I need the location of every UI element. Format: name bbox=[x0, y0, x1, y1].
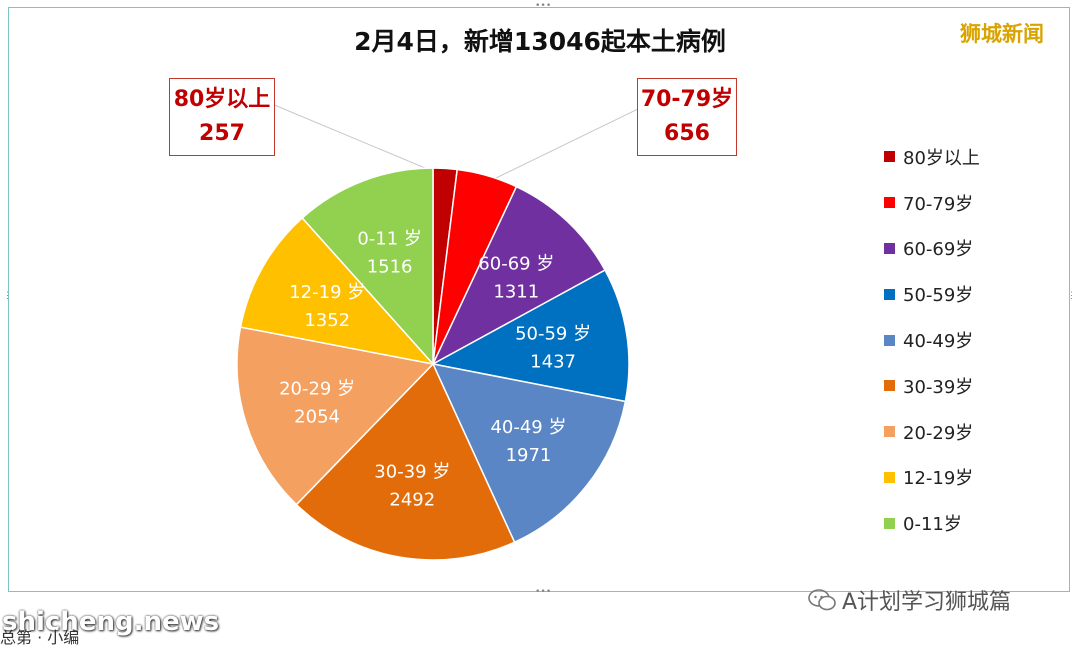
resize-handle-right[interactable]: ⋮ bbox=[1067, 291, 1076, 301]
wechat-watermark: A计划学习狮城篇 bbox=[808, 584, 1011, 616]
slice-label-5: 30-39 岁 bbox=[374, 462, 450, 483]
callout-leader-1 bbox=[485, 107, 641, 184]
pie-slice-5 bbox=[295, 362, 516, 561]
legend-swatch-7 bbox=[884, 471, 895, 483]
callout-70-79-value: 656 bbox=[664, 121, 710, 146]
slice-value-5: 2492 bbox=[389, 490, 435, 511]
resize-handle-top[interactable]: ••• bbox=[535, 1, 552, 11]
legend-item-1: 70-79岁 bbox=[884, 180, 980, 226]
legend-label-0: 80岁以上 bbox=[903, 147, 980, 169]
slice-value-8: 1516 bbox=[367, 256, 413, 277]
legend-label-6: 20-29岁 bbox=[903, 422, 974, 444]
slice-label-8: 0-11 岁 bbox=[357, 228, 422, 249]
slice-label-3: 50-59 岁 bbox=[515, 323, 591, 344]
legend-item-8: 0-11岁 bbox=[884, 500, 980, 546]
legend-label-8: 0-11岁 bbox=[903, 514, 962, 536]
slice-value-6: 2054 bbox=[294, 407, 340, 428]
site-watermark: shicheng.news bbox=[2, 607, 220, 637]
callout-70-79-label: 70-79岁 bbox=[640, 87, 734, 112]
footer-sublabel: 总第 · 小编 bbox=[0, 628, 80, 647]
legend-swatch-3 bbox=[884, 288, 895, 300]
legend-item-0: 80岁以上 bbox=[884, 134, 980, 180]
legend-label-4: 40-49岁 bbox=[903, 331, 974, 353]
slice-label-7: 12-19 岁 bbox=[289, 282, 365, 303]
pie-slice-7 bbox=[239, 216, 436, 366]
resize-handle-left[interactable]: ⋮ bbox=[3, 291, 12, 301]
legend-item-3: 50-59岁 bbox=[884, 271, 980, 317]
legend-label-3: 50-59岁 bbox=[903, 285, 974, 307]
slice-label-6: 20-29 岁 bbox=[279, 379, 355, 400]
legend-label-7: 12-19岁 bbox=[903, 468, 974, 490]
slice-label-2: 60-69 岁 bbox=[478, 254, 554, 275]
wechat-account-name: A计划学习狮城篇 bbox=[842, 590, 1012, 615]
chart-title: 2月4日，新增13046起本土病例 bbox=[354, 27, 726, 56]
pie-slice-6 bbox=[236, 326, 435, 506]
chart-legend: 80岁以上 70-79岁 60-69岁 50-59岁 40-49岁 30-39岁 20-29… bbox=[884, 134, 980, 546]
legend-swatch-1 bbox=[884, 197, 895, 209]
legend-item-4: 40-49岁 bbox=[884, 317, 980, 363]
resize-handle-bottom[interactable]: ••• bbox=[535, 587, 552, 597]
legend-item-5: 30-39岁 bbox=[884, 363, 980, 409]
pie-slice-2 bbox=[431, 185, 607, 366]
wechat-icon bbox=[808, 589, 836, 611]
legend-swatch-6 bbox=[884, 426, 895, 438]
slice-value-2: 1311 bbox=[493, 282, 539, 303]
legend-swatch-4 bbox=[884, 334, 895, 346]
slice-label-4: 40-49 岁 bbox=[490, 417, 566, 438]
legend-item-2: 60-69岁 bbox=[884, 226, 980, 272]
callout-80-plus-label: 80岁以上 bbox=[173, 87, 271, 112]
pie-slice-3 bbox=[430, 269, 630, 403]
callout-leader-0 bbox=[271, 103, 445, 177]
callout-70-79: 70-79岁 656 bbox=[637, 78, 737, 156]
slice-value-3: 1437 bbox=[530, 351, 576, 372]
pie-slice-8 bbox=[301, 167, 434, 366]
legend-item-6: 20-29岁 bbox=[884, 409, 980, 455]
slice-value-7: 1352 bbox=[304, 310, 350, 331]
legend-label-1: 70-79岁 bbox=[903, 193, 974, 215]
callout-80-plus: 80岁以上 257 bbox=[169, 78, 275, 156]
pie-slice-4 bbox=[431, 362, 627, 544]
callout-80-plus-value: 257 bbox=[199, 121, 245, 146]
legend-swatch-0 bbox=[884, 151, 895, 163]
brand-watermark: 狮城新闻 bbox=[960, 22, 1044, 46]
legend-swatch-5 bbox=[884, 380, 895, 392]
legend-swatch-2 bbox=[884, 242, 895, 254]
legend-label-2: 60-69岁 bbox=[903, 239, 974, 261]
legend-item-7: 12-19岁 bbox=[884, 455, 980, 501]
legend-swatch-8 bbox=[884, 517, 895, 529]
legend-label-5: 30-39岁 bbox=[903, 376, 974, 398]
slice-value-4: 1971 bbox=[506, 445, 552, 466]
